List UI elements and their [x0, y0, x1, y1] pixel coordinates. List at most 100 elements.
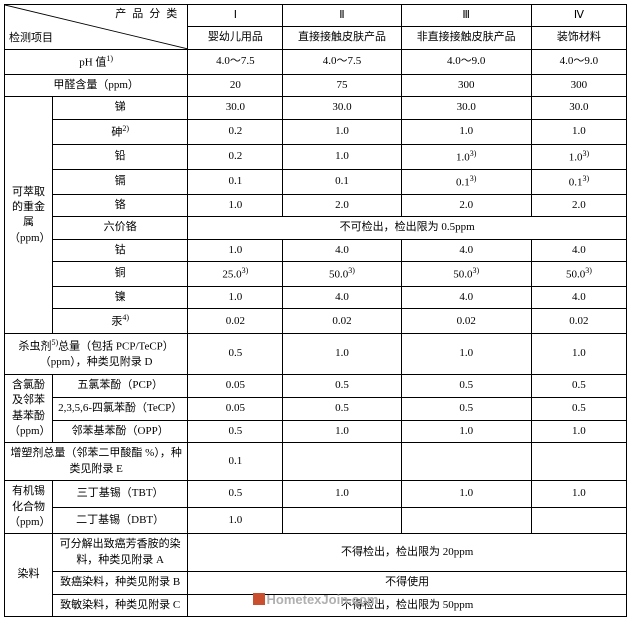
cell: 1.0 [283, 144, 401, 169]
cell: 25.03) [188, 261, 283, 286]
cell: 2.0 [401, 194, 531, 216]
organotin-group-label: 有机锡化合物（ppm） [5, 481, 53, 534]
cell: 1.0 [188, 239, 283, 261]
cell: 4.0～9.0 [401, 49, 531, 74]
cell: 4.0 [283, 286, 401, 308]
cell: 0.5 [401, 397, 531, 420]
cell: 4.0 [401, 286, 531, 308]
row-ph-label: pH 值1) [5, 49, 188, 74]
cell: 1.0 [283, 119, 401, 144]
cell [283, 443, 401, 481]
cell: 0.1 [188, 443, 283, 481]
cell: 4.0 [531, 286, 626, 308]
cell: 1.0 [401, 481, 531, 508]
cell: 1.0 [531, 119, 626, 144]
cell: 30.0 [283, 97, 401, 119]
cell: 1.0 [531, 334, 626, 374]
cell: 0.5 [531, 397, 626, 420]
dye-c-label: 致敏染料，种类见附录 C [53, 594, 188, 616]
cell: 0.5 [188, 420, 283, 443]
cell: 0.02 [188, 309, 283, 334]
cell: 0.5 [283, 374, 401, 397]
chlorophenol-group-label: 含氯酚及邻苯基苯酚（ppm） [5, 374, 53, 443]
cell: 0.5 [283, 397, 401, 420]
metal-cr6-label: 六价铬 [53, 217, 188, 239]
col-3-num: Ⅲ [401, 5, 531, 27]
col-4-label: 装饰材料 [531, 27, 626, 49]
dye-b-merged: 不得使用 [188, 572, 627, 594]
opp-label: 邻苯基苯酚（OPP） [53, 420, 188, 443]
metal-ni-label: 镍 [53, 286, 188, 308]
cell: 0.5 [531, 374, 626, 397]
dbt-label: 二丁基锡（DBT） [53, 507, 188, 534]
cell: 0.02 [283, 309, 401, 334]
cell: 50.03) [283, 261, 401, 286]
cell: 1.0 [188, 194, 283, 216]
dye-a-label: 可分解出致癌芳香胺的染料，种类见附录 A [53, 534, 188, 572]
metal-cr6-merged: 不可检出，检出限为 0.5ppm [188, 217, 627, 239]
cell: 1.0 [188, 507, 283, 534]
col-4-num: Ⅳ [531, 5, 626, 27]
cell: 2.0 [531, 194, 626, 216]
cell: 0.13) [401, 169, 531, 194]
cell: 0.2 [188, 144, 283, 169]
col-1-num: Ⅰ [188, 5, 283, 27]
cell: 1.0 [283, 420, 401, 443]
cell: 1.0 [401, 420, 531, 443]
diag-bottom-label: 检测项目 [9, 31, 53, 46]
cell: 2.0 [283, 194, 401, 216]
header-diagonal: 检测项目 产品分类 [5, 5, 188, 50]
cell: 4.0 [283, 239, 401, 261]
pesticide-label: 杀虫剂5)总量（包括 PCP/TeCP）（ppm），种类见附录 D [5, 334, 188, 374]
metal-pb-label: 铅 [53, 144, 188, 169]
cell: 1.0 [188, 286, 283, 308]
cell: 4.0 [531, 239, 626, 261]
cell: 4.0～7.5 [188, 49, 283, 74]
cell: 30.0 [401, 97, 531, 119]
cell: 1.0 [531, 481, 626, 508]
cell [531, 507, 626, 534]
cell: 1.03) [531, 144, 626, 169]
col-2-num: Ⅱ [283, 5, 401, 27]
metal-cd-label: 镉 [53, 169, 188, 194]
cell: 1.0 [531, 420, 626, 443]
cell: 1.0 [401, 119, 531, 144]
metal-as-label: 砷2) [53, 119, 188, 144]
col-2-label: 直接接触皮肤产品 [283, 27, 401, 49]
cell: 0.1 [188, 169, 283, 194]
spec-table: 检测项目 产品分类 Ⅰ Ⅱ Ⅲ Ⅳ 婴幼儿用品 直接接触皮肤产品 非直接接触皮肤… [4, 4, 627, 617]
cell [531, 443, 626, 481]
cell: 0.5 [401, 374, 531, 397]
cell: 30.0 [531, 97, 626, 119]
diag-top-label: 产品分类 [115, 7, 183, 22]
cell: 0.02 [531, 309, 626, 334]
cell: 0.1 [283, 169, 401, 194]
metal-cu-label: 铜 [53, 261, 188, 286]
cell: 0.05 [188, 374, 283, 397]
cell: 0.5 [188, 481, 283, 508]
metal-co-label: 钴 [53, 239, 188, 261]
row-formaldehyde-label: 甲醛含量（ppm） [5, 74, 188, 96]
dye-a-merged: 不得检出，检出限为 20ppm [188, 534, 627, 572]
cell: 30.0 [188, 97, 283, 119]
cell: 1.0 [283, 481, 401, 508]
cell: 4.0 [401, 239, 531, 261]
cell: 0.13) [531, 169, 626, 194]
cell: 0.02 [401, 309, 531, 334]
cell: 1.03) [401, 144, 531, 169]
cell [401, 507, 531, 534]
cell: 75 [283, 74, 401, 96]
cell [283, 507, 401, 534]
cell [401, 443, 531, 481]
cell: 0.2 [188, 119, 283, 144]
tbt-label: 三丁基锡（TBT） [53, 481, 188, 508]
dyes-group-label: 染料 [5, 534, 53, 617]
cell: 300 [401, 74, 531, 96]
plasticizer-label: 增塑剂总量（邻苯二甲酸酯 %），种类见附录 E [5, 443, 188, 481]
cell: 0.05 [188, 397, 283, 420]
cell: 50.03) [401, 261, 531, 286]
col-3-label: 非直接接触皮肤产品 [401, 27, 531, 49]
cell: 4.0～9.0 [531, 49, 626, 74]
cell: 0.5 [188, 334, 283, 374]
col-1-label: 婴幼儿用品 [188, 27, 283, 49]
